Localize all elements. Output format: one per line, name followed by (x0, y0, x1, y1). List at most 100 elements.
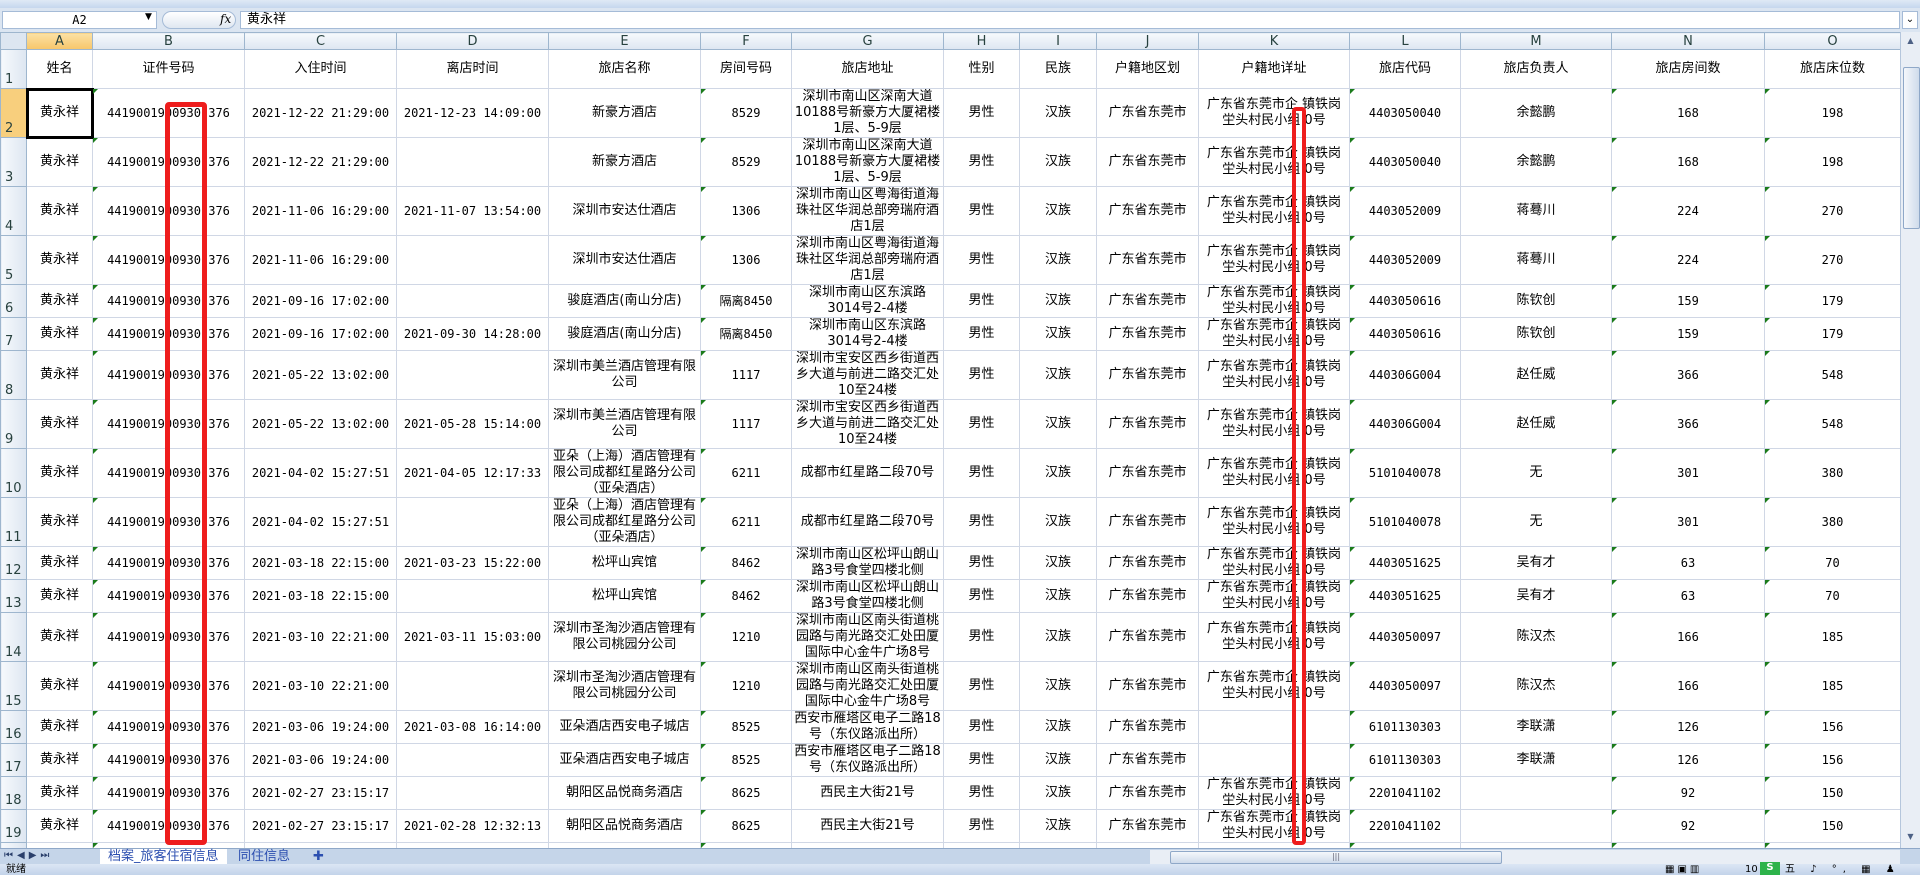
cell-J[interactable]: 广东省东莞市 (1096, 235, 1199, 285)
cell-E[interactable]: 亚朵酒店西安电子城店 (548, 710, 701, 744)
cell-D[interactable] (396, 579, 549, 613)
cell-N[interactable]: 301 (1611, 497, 1765, 547)
cell-C[interactable]: 2021-04-02 15:27:51 (244, 497, 397, 547)
column-header-O[interactable]: O (1764, 32, 1900, 50)
cell-L[interactable]: 2201041102 (1349, 809, 1461, 843)
cell-N[interactable]: 168 (1611, 88, 1765, 138)
row-header[interactable]: 16 (0, 710, 27, 744)
cell-L[interactable]: 4403050097 (1349, 661, 1461, 711)
column-title-I[interactable]: 民族 (1019, 49, 1097, 89)
cell-I[interactable]: 汉族 (1019, 235, 1097, 285)
cell-A[interactable]: 黄永祥 (26, 235, 93, 285)
cell-O[interactable]: 70 (1764, 579, 1900, 613)
cell-F[interactable]: 6211 (700, 497, 792, 547)
row-header[interactable]: 9 (0, 399, 27, 449)
cell-G[interactable]: 西民主大街21号 (791, 776, 944, 810)
name-box[interactable]: A2 (2, 11, 157, 29)
cell-K[interactable] (1198, 743, 1350, 777)
cell-D[interactable]: 2021-04-05 12:17:33 (396, 448, 549, 498)
zoom-level[interactable]: 10 (1745, 864, 1758, 875)
sheet-tab-archive[interactable]: 档案_旅客住宿信息 (100, 849, 227, 864)
cell-M[interactable] (1460, 809, 1612, 843)
cell-L[interactable]: 6101130303 (1349, 743, 1461, 777)
cell-E[interactable]: 新豪方酒店 (548, 88, 701, 138)
cell-E[interactable]: 亚朵（上海）酒店管理有限公司成都红星路分公司（亚朵酒店） (548, 448, 701, 498)
cell-M[interactable]: 陈汉杰 (1460, 612, 1612, 662)
cell-O[interactable]: 150 (1764, 809, 1900, 843)
cell-F[interactable]: 8529 (700, 137, 792, 187)
cell-L[interactable]: 440306G004 (1349, 350, 1461, 400)
cell-I[interactable]: 汉族 (1019, 88, 1097, 138)
column-header-L[interactable]: L (1349, 32, 1461, 50)
cell-E[interactable]: 松坪山宾馆 (548, 579, 701, 613)
column-title-A[interactable]: 姓名 (26, 49, 93, 89)
cell-O[interactable]: 179 (1764, 284, 1900, 318)
cell-O[interactable]: 548 (1764, 399, 1900, 449)
cell-N[interactable]: 63 (1611, 546, 1765, 580)
cell-F[interactable]: 8525 (700, 710, 792, 744)
cell-L[interactable]: 4403052009 (1349, 186, 1461, 236)
cell-F[interactable]: 8529 (700, 88, 792, 138)
cell-E[interactable]: 朝阳区品悦商务酒店 (548, 809, 701, 843)
cell-O[interactable]: 185 (1764, 661, 1900, 711)
cell-A[interactable]: 黄永祥 (26, 661, 93, 711)
cell-N[interactable]: 366 (1611, 399, 1765, 449)
cell-O[interactable]: 270 (1764, 186, 1900, 236)
cell-N[interactable]: 301 (1611, 448, 1765, 498)
cell-J[interactable]: 广东省东莞市 (1096, 776, 1199, 810)
row-header[interactable]: 4 (0, 186, 27, 236)
cell-C[interactable]: 2021-03-10 22:21:00 (244, 612, 397, 662)
cell-C[interactable]: 2021-03-06 19:24:00 (244, 710, 397, 744)
row-header[interactable]: 12 (0, 546, 27, 580)
scroll-down-icon[interactable]: ▼ (1907, 832, 1914, 841)
cell-B[interactable]: 4419001900930 376 (92, 809, 245, 843)
cell-J[interactable]: 广东省东莞市 (1096, 284, 1199, 318)
cell-G[interactable]: 西安市雁塔区电子二路18号（东仪路派出所） (791, 743, 944, 777)
ime-mode[interactable]: 五 (1785, 864, 1801, 875)
cell-D[interactable] (396, 661, 549, 711)
column-header-H[interactable]: H (943, 32, 1020, 50)
cell-N[interactable]: 224 (1611, 186, 1765, 236)
select-all-corner[interactable] (0, 32, 27, 50)
row-header[interactable]: 11 (0, 497, 27, 547)
cell-F[interactable]: 8462 (700, 546, 792, 580)
cell-N[interactable]: 159 (1611, 284, 1765, 318)
cell-I[interactable]: 汉族 (1019, 612, 1097, 662)
cell-H[interactable]: 男性 (943, 448, 1020, 498)
cell-H[interactable]: 男性 (943, 776, 1020, 810)
column-title-G[interactable]: 旅店地址 (791, 49, 944, 89)
cell-D[interactable]: 2021-11-07 13:54:00 (396, 186, 549, 236)
cell-H[interactable]: 男性 (943, 235, 1020, 285)
cell-A[interactable]: 黄永祥 (26, 317, 93, 351)
cell-A[interactable]: 黄永祥 (26, 776, 93, 810)
cell-E[interactable]: 深圳市美兰酒店管理有限公司 (548, 399, 701, 449)
cell-A[interactable]: 黄永祥 (26, 809, 93, 843)
cell-O[interactable]: 130 (1764, 842, 1900, 848)
cell-H[interactable]: 男性 (943, 661, 1020, 711)
cell-D[interactable]: 2021-03-08 16:14:00 (396, 710, 549, 744)
cell-G[interactable]: 深圳市南山区深南大道10188号新豪方大厦裙楼1层、5-9层 (791, 88, 944, 138)
cell-K[interactable]: 广东省东莞市企 镇铁岗坣头村民小组 0号 (1198, 350, 1350, 400)
column-header-N[interactable]: N (1611, 32, 1765, 50)
cell-O[interactable]: 150 (1764, 776, 1900, 810)
insert-sheet-icon[interactable]: ✚ (313, 849, 324, 864)
cell-O[interactable]: 198 (1764, 88, 1900, 138)
cell-L[interactable]: 5101040078 (1349, 448, 1461, 498)
cell-K[interactable]: 广东省东莞市企 镇铁岗坣头村民小组 0号 (1198, 448, 1350, 498)
cell-H[interactable]: 男性 (943, 186, 1020, 236)
cell-J[interactable]: 广东省东莞市 (1096, 399, 1199, 449)
cell-J[interactable]: 广东省东莞市 (1096, 710, 1199, 744)
cell-G[interactable]: 深圳市南山区松坪山朗山路3号食堂四楼北侧 (791, 579, 944, 613)
cell-K[interactable]: 广东省东莞市企 镇铁岗坣头村民小组 0号 (1198, 612, 1350, 662)
cell-G[interactable]: 深圳市宝安区西乡街道西乡大道与前进二路交汇处10至24楼 (791, 350, 944, 400)
column-header-M[interactable]: M (1460, 32, 1612, 50)
cell-M[interactable]: 无 (1460, 448, 1612, 498)
vertical-scroll-thumb[interactable] (1903, 67, 1920, 229)
cell-F[interactable]: 8625 (700, 776, 792, 810)
row-header[interactable]: 19 (0, 809, 27, 843)
cell-I[interactable]: 汉族 (1019, 710, 1097, 744)
expand-formula-bar-icon[interactable]: ⌄ (1902, 11, 1918, 29)
cell-M[interactable]: 蒋蓦川 (1460, 235, 1612, 285)
column-header-A[interactable]: A (26, 32, 93, 50)
